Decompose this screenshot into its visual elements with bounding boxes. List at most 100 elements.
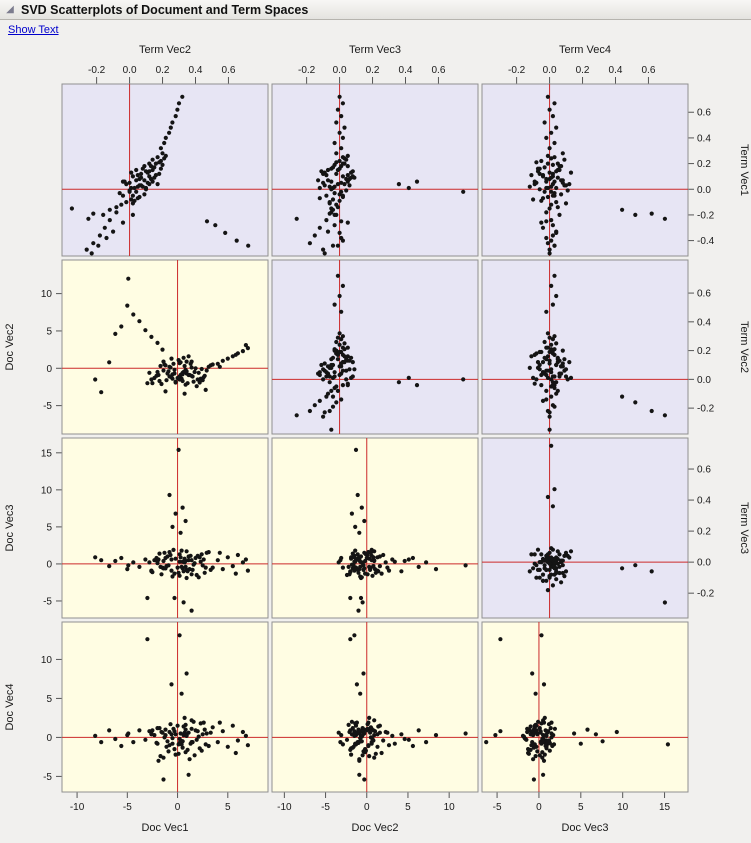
svg-text:5: 5 xyxy=(405,802,411,813)
svg-text:5: 5 xyxy=(46,326,52,337)
svg-text:0.4: 0.4 xyxy=(697,133,711,144)
svg-text:0.4: 0.4 xyxy=(697,317,711,328)
panel-term-r0c1[interactable] xyxy=(271,83,479,257)
svg-text:15: 15 xyxy=(659,802,671,813)
svg-text:-0.2: -0.2 xyxy=(697,210,715,221)
svg-text:5: 5 xyxy=(578,802,584,813)
disclosure-triangle-icon[interactable]: ◢ xyxy=(6,3,14,15)
svg-text:Doc Vec1: Doc Vec1 xyxy=(141,822,188,834)
bottom-axis-doc-vec3[interactable]: -5 0 5 10 15 Doc Vec3 xyxy=(493,792,671,834)
svg-text:0: 0 xyxy=(46,559,52,570)
left-axis-doc-vec4[interactable]: 10 5 0 -5 Doc Vec4 xyxy=(4,655,62,783)
panel-term-r1c2[interactable] xyxy=(481,259,689,435)
svg-text:Term Vec3: Term Vec3 xyxy=(738,502,750,554)
right-axis-term-vec3[interactable]: 0.6 0.4 0.2 0.0 -0.2 Term Vec3 xyxy=(688,465,750,600)
panel-term-r0c0[interactable] xyxy=(61,83,269,257)
bottom-axis-doc-vec2[interactable]: -10 -5 0 5 10 Doc Vec2 xyxy=(277,792,455,834)
svg-text:-10: -10 xyxy=(70,802,85,813)
svg-text:0.0: 0.0 xyxy=(697,185,711,196)
svg-text:-0.4: -0.4 xyxy=(697,236,715,247)
svg-text:10: 10 xyxy=(41,655,53,666)
svg-text:-10: -10 xyxy=(277,802,292,813)
svg-text:0.6: 0.6 xyxy=(431,65,445,76)
svg-text:10: 10 xyxy=(617,802,629,813)
svg-text:-5: -5 xyxy=(43,596,52,607)
svg-text:0.2: 0.2 xyxy=(697,346,711,357)
svg-text:Doc Vec2: Doc Vec2 xyxy=(4,323,16,370)
svg-text:Doc Vec3: Doc Vec3 xyxy=(4,504,16,551)
left-axis-doc-vec3[interactable]: 15 10 5 0 -5 Doc Vec3 xyxy=(4,448,62,607)
svg-text:-0.2: -0.2 xyxy=(298,65,316,76)
svg-text:-5: -5 xyxy=(43,772,52,783)
svg-text:0: 0 xyxy=(536,802,542,813)
svg-text:-0.2: -0.2 xyxy=(508,65,526,76)
svg-text:0.6: 0.6 xyxy=(221,65,235,76)
svg-text:Term Vec3: Term Vec3 xyxy=(349,44,401,56)
svg-text:-5: -5 xyxy=(493,802,502,813)
panel-doc-r3c0[interactable] xyxy=(61,621,269,793)
svg-text:-5: -5 xyxy=(43,401,52,412)
svg-text:Term Vec2: Term Vec2 xyxy=(738,321,750,373)
svg-text:15: 15 xyxy=(41,448,53,459)
top-axis-term-vec4[interactable]: Term Vec4 -0.2 0.0 0.2 0.4 0.6 xyxy=(508,44,656,84)
right-axis-term-vec1[interactable]: 0.6 0.4 0.2 0.0 -0.2 -0.4 Term Vec1 xyxy=(688,108,750,247)
svg-text:10: 10 xyxy=(41,289,53,300)
svg-text:0.6: 0.6 xyxy=(641,65,655,76)
svg-text:Term Vec4: Term Vec4 xyxy=(559,44,611,56)
top-axis-term-vec3[interactable]: Term Vec3 -0.2 0.0 0.2 0.4 0.6 xyxy=(298,44,446,84)
svg-text:0.2: 0.2 xyxy=(697,527,711,538)
svg-text:0.6: 0.6 xyxy=(697,465,711,476)
svg-text:-5: -5 xyxy=(321,802,330,813)
report-title-bar[interactable]: ◢ SVD Scatterplots of Document and Term … xyxy=(0,0,751,20)
report-title: SVD Scatterplots of Document and Term Sp… xyxy=(21,2,309,17)
svg-text:0.6: 0.6 xyxy=(697,108,711,119)
panel-term-r0c2[interactable] xyxy=(481,83,689,257)
svg-text:5: 5 xyxy=(46,522,52,533)
svg-text:0.4: 0.4 xyxy=(609,65,623,76)
svg-text:0.0: 0.0 xyxy=(333,65,347,76)
svg-text:10: 10 xyxy=(444,802,456,813)
svg-text:10: 10 xyxy=(41,485,53,496)
right-axis-term-vec2[interactable]: 0.6 0.4 0.2 0.0 -0.2 Term Vec2 xyxy=(688,289,750,415)
svg-text:Doc Vec2: Doc Vec2 xyxy=(351,822,398,834)
svg-text:0.2: 0.2 xyxy=(156,65,170,76)
svg-text:Doc Vec3: Doc Vec3 xyxy=(561,822,608,834)
svg-text:0.0: 0.0 xyxy=(543,65,557,76)
svg-text:0.6: 0.6 xyxy=(697,289,711,300)
panel-doc-r1c0[interactable] xyxy=(61,259,269,435)
panel-term-r2c2[interactable] xyxy=(481,437,689,619)
svg-text:0.4: 0.4 xyxy=(399,65,413,76)
top-axis-term-vec2[interactable]: Term Vec2 -0.2 0.0 0.2 0.4 0.6 xyxy=(88,44,236,84)
svg-text:0.0: 0.0 xyxy=(697,375,711,386)
svg-text:Doc Vec4: Doc Vec4 xyxy=(4,683,16,730)
svg-text:-5: -5 xyxy=(123,802,132,813)
panel-doc-r3c2[interactable] xyxy=(481,621,689,793)
svg-text:-0.2: -0.2 xyxy=(88,65,106,76)
panel-doc-r2c1[interactable] xyxy=(271,437,479,619)
svg-text:0.4: 0.4 xyxy=(697,496,711,507)
bottom-axis-doc-vec1[interactable]: -10 -5 0 5 Doc Vec1 xyxy=(70,792,231,834)
svg-text:0: 0 xyxy=(46,733,52,744)
svg-text:0: 0 xyxy=(46,364,52,375)
panel-term-r1c1[interactable] xyxy=(271,259,479,435)
show-text-link[interactable]: Show Text xyxy=(8,24,59,36)
svg-text:0.2: 0.2 xyxy=(366,65,380,76)
svg-text:0: 0 xyxy=(175,802,181,813)
link-row: Show Text xyxy=(0,20,751,40)
svg-text:Term Vec2: Term Vec2 xyxy=(139,44,191,56)
svg-text:0.4: 0.4 xyxy=(189,65,203,76)
panel-doc-r2c0[interactable] xyxy=(61,437,269,619)
svg-text:-0.2: -0.2 xyxy=(697,589,715,600)
svg-text:0.0: 0.0 xyxy=(697,558,711,569)
svg-text:0: 0 xyxy=(364,802,370,813)
svg-text:-0.2: -0.2 xyxy=(697,404,715,415)
svg-text:0.2: 0.2 xyxy=(576,65,590,76)
svg-text:5: 5 xyxy=(225,802,231,813)
svg-text:0.2: 0.2 xyxy=(697,159,711,170)
svg-text:5: 5 xyxy=(46,694,52,705)
left-axis-doc-vec2[interactable]: 10 5 0 -5 Doc Vec2 xyxy=(4,289,62,412)
panel-doc-r3c1[interactable] xyxy=(271,621,479,793)
svg-text:Term Vec1: Term Vec1 xyxy=(738,144,750,196)
